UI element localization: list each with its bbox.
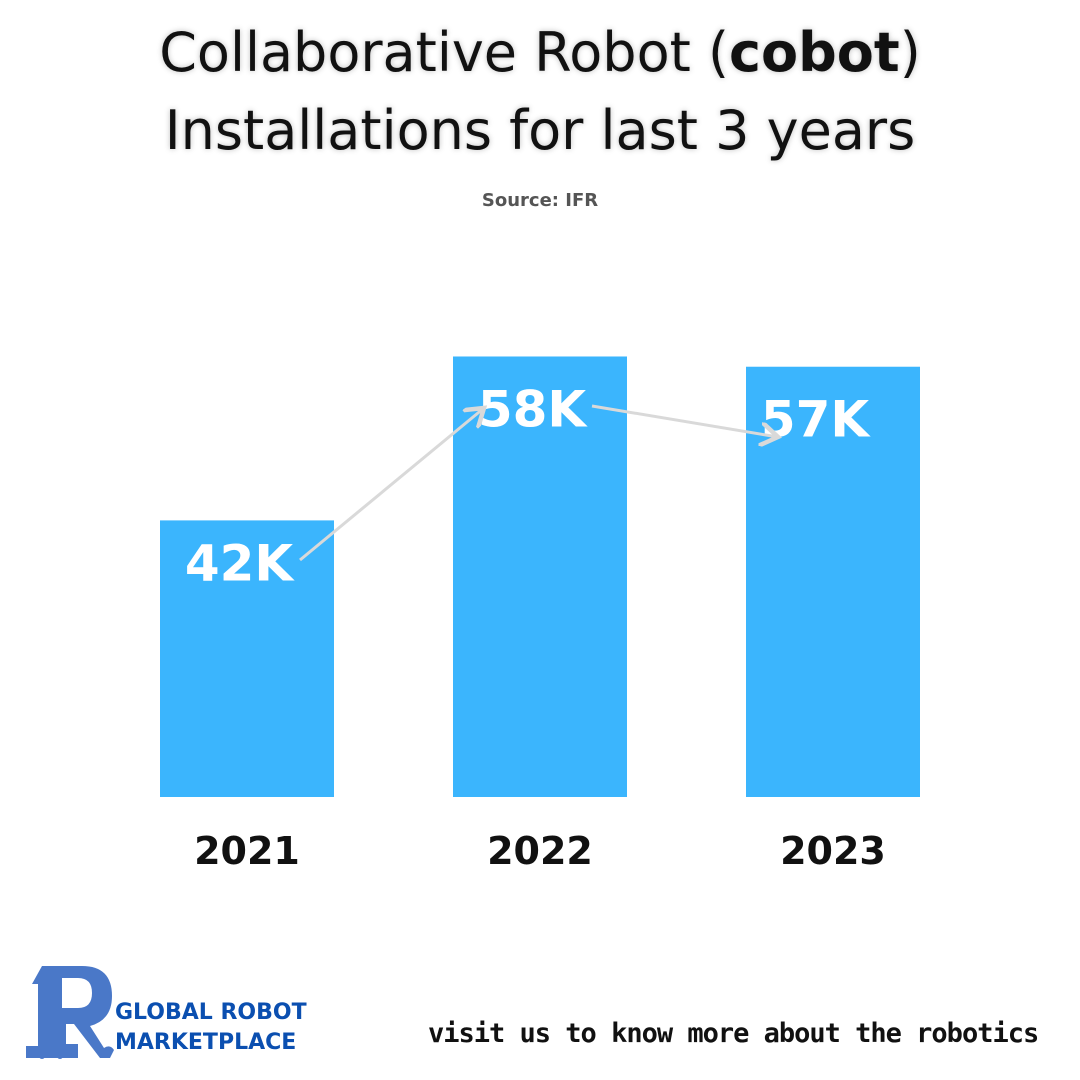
visit-us-text: visit us to know more about the robotics (428, 1018, 1039, 1049)
trend-arrow-2021-2022 (299, 408, 484, 562)
x-tick-label-2023: 2023 (780, 829, 886, 873)
bar-2021 (160, 520, 334, 797)
title-text: Collaborative Robot ( (159, 21, 730, 84)
title-bold-word: cobot (729, 21, 900, 84)
data-label-2023: 57K (761, 391, 872, 449)
bar-2022 (453, 356, 627, 797)
title-line-1: Collaborative Robot (cobot) (0, 14, 1080, 92)
title-line-2: Installations for last 3 years (164, 99, 916, 162)
data-label-2021: 42K (185, 534, 296, 592)
brand-name-line-1: GLOBAL ROBOT (115, 1000, 307, 1025)
brand-name-line-2: MARKETPLACE (115, 1030, 297, 1055)
source-note: Source: IFR (481, 190, 599, 211)
trend-arrow-2022-2023 (591, 404, 778, 437)
x-tick-label-2022: 2022 (487, 829, 593, 873)
title-text-end: ) (899, 21, 921, 84)
x-tick-label-2021: 2021 (194, 829, 300, 873)
data-label-2022: 58K (478, 380, 589, 438)
